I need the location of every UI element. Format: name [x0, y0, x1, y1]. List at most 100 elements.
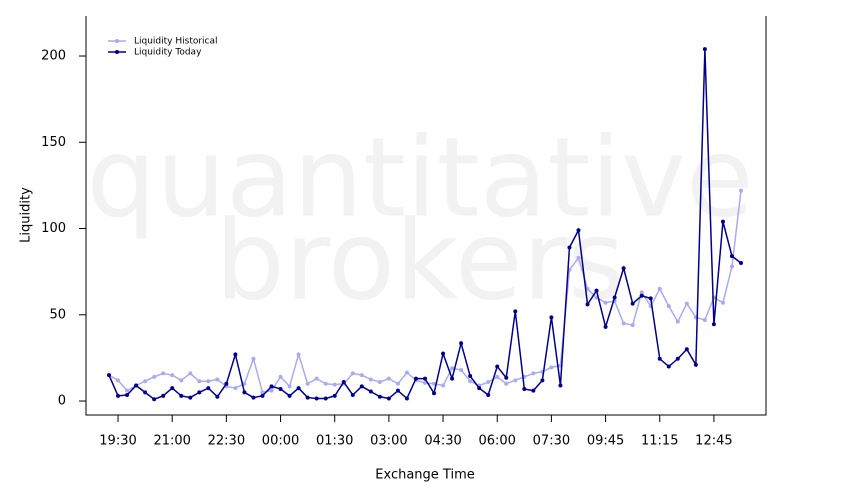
- point: [585, 286, 590, 291]
- point: [432, 391, 437, 396]
- point: [693, 362, 698, 367]
- point: [179, 393, 184, 398]
- point: [567, 245, 572, 250]
- point: [251, 395, 256, 400]
- point: [468, 374, 473, 379]
- point: [639, 290, 644, 295]
- watermark: quantitative: [86, 113, 753, 241]
- x-tick-label: 21:00: [153, 434, 190, 449]
- point: [459, 367, 464, 372]
- point: [729, 254, 734, 259]
- point: [413, 376, 418, 381]
- x-tick-label: 12:45: [695, 434, 732, 449]
- point: [170, 386, 175, 391]
- point: [657, 356, 662, 361]
- x-tick-label: 19:30: [99, 434, 136, 449]
- y-tick-label: 50: [49, 307, 66, 322]
- point: [323, 396, 328, 401]
- point: [486, 392, 491, 397]
- point: [278, 374, 283, 379]
- point: [576, 228, 581, 233]
- point: [143, 379, 148, 384]
- point: [549, 365, 554, 370]
- watermark: brokers: [215, 196, 625, 324]
- point: [450, 366, 455, 371]
- point: [323, 381, 328, 386]
- point: [107, 373, 111, 378]
- point: [269, 384, 274, 389]
- point: [441, 351, 446, 356]
- point: [513, 309, 518, 314]
- point: [224, 381, 229, 386]
- point: [332, 382, 337, 387]
- point: [368, 389, 373, 394]
- point: [116, 393, 121, 398]
- x-tick-label: 03:00: [370, 434, 407, 449]
- point: [134, 383, 139, 388]
- point: [630, 323, 635, 328]
- point: [332, 393, 337, 398]
- point: [233, 386, 238, 391]
- point: [386, 396, 391, 401]
- point: [188, 371, 193, 376]
- point: [242, 381, 247, 386]
- point: [495, 364, 500, 369]
- point: [468, 379, 473, 384]
- point: [395, 388, 400, 393]
- point: [170, 373, 175, 378]
- point: [278, 386, 283, 391]
- point: [531, 388, 536, 393]
- point: [143, 390, 148, 395]
- point: [486, 380, 491, 385]
- point: [739, 188, 743, 193]
- point: [531, 371, 536, 376]
- point: [423, 380, 427, 385]
- x-tick-label: 09:45: [587, 434, 624, 449]
- point: [377, 394, 382, 399]
- point: [423, 376, 427, 381]
- point: [404, 370, 409, 375]
- point: [125, 392, 130, 397]
- point: [197, 379, 202, 384]
- point: [729, 264, 734, 269]
- point: [432, 381, 437, 386]
- point: [215, 377, 220, 382]
- point: [260, 393, 265, 398]
- point: [621, 321, 626, 326]
- point: [359, 373, 364, 378]
- point: [666, 304, 671, 309]
- x-tick-label: 01:30: [316, 434, 353, 449]
- point: [152, 397, 157, 402]
- point: [341, 380, 346, 385]
- plot-frame: [85, 16, 767, 416]
- point: [657, 286, 662, 291]
- point: [675, 319, 680, 324]
- point: [161, 371, 166, 376]
- point: [206, 386, 211, 391]
- point: [215, 394, 220, 399]
- point: [350, 371, 355, 376]
- point: [711, 322, 716, 327]
- point: [450, 376, 455, 381]
- point: [648, 296, 653, 301]
- point: [585, 302, 590, 307]
- point: [594, 288, 599, 293]
- point: [576, 255, 581, 260]
- legend-marker: [115, 39, 119, 43]
- point: [233, 352, 238, 357]
- point: [314, 376, 319, 381]
- point: [612, 295, 617, 300]
- x-tick-label: 06:00: [478, 434, 515, 449]
- point: [305, 395, 310, 400]
- point: [116, 378, 121, 383]
- point: [639, 293, 644, 298]
- point: [377, 380, 382, 385]
- point: [540, 378, 545, 383]
- point: [152, 374, 157, 379]
- point: [504, 381, 509, 386]
- x-tick-label: 04:30: [424, 434, 461, 449]
- point: [287, 384, 292, 389]
- point: [395, 381, 400, 386]
